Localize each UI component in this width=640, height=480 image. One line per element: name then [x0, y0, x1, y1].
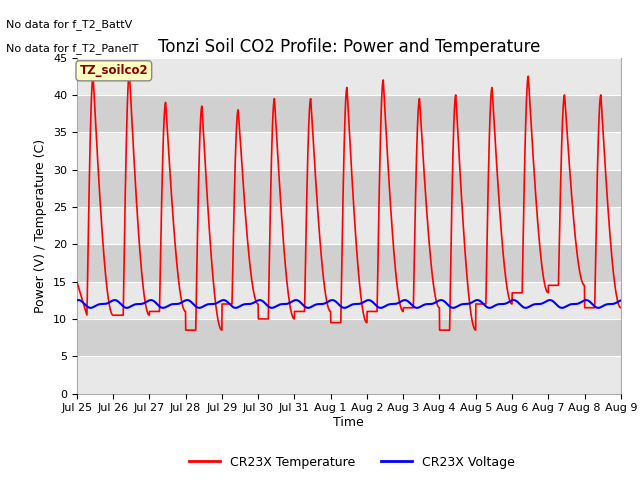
Title: Tonzi Soil CO2 Profile: Power and Temperature: Tonzi Soil CO2 Profile: Power and Temper… — [157, 38, 540, 56]
Bar — [77, 244, 621, 282]
Text: TZ_soilco2: TZ_soilco2 — [79, 64, 148, 77]
Bar — [77, 356, 621, 394]
Text: No data for f_T2_BattV: No data for f_T2_BattV — [6, 19, 132, 30]
X-axis label: Time: Time — [333, 416, 364, 429]
Y-axis label: Power (V) / Temperature (C): Power (V) / Temperature (C) — [35, 139, 47, 312]
Bar — [77, 207, 621, 244]
Bar — [77, 132, 621, 169]
Bar — [77, 319, 621, 356]
Text: No data for f_T2_PanelT: No data for f_T2_PanelT — [6, 43, 139, 54]
Bar — [77, 282, 621, 319]
Bar — [77, 169, 621, 207]
Legend: CR23X Temperature, CR23X Voltage: CR23X Temperature, CR23X Voltage — [184, 451, 520, 474]
Bar — [77, 95, 621, 132]
Bar — [77, 58, 621, 95]
